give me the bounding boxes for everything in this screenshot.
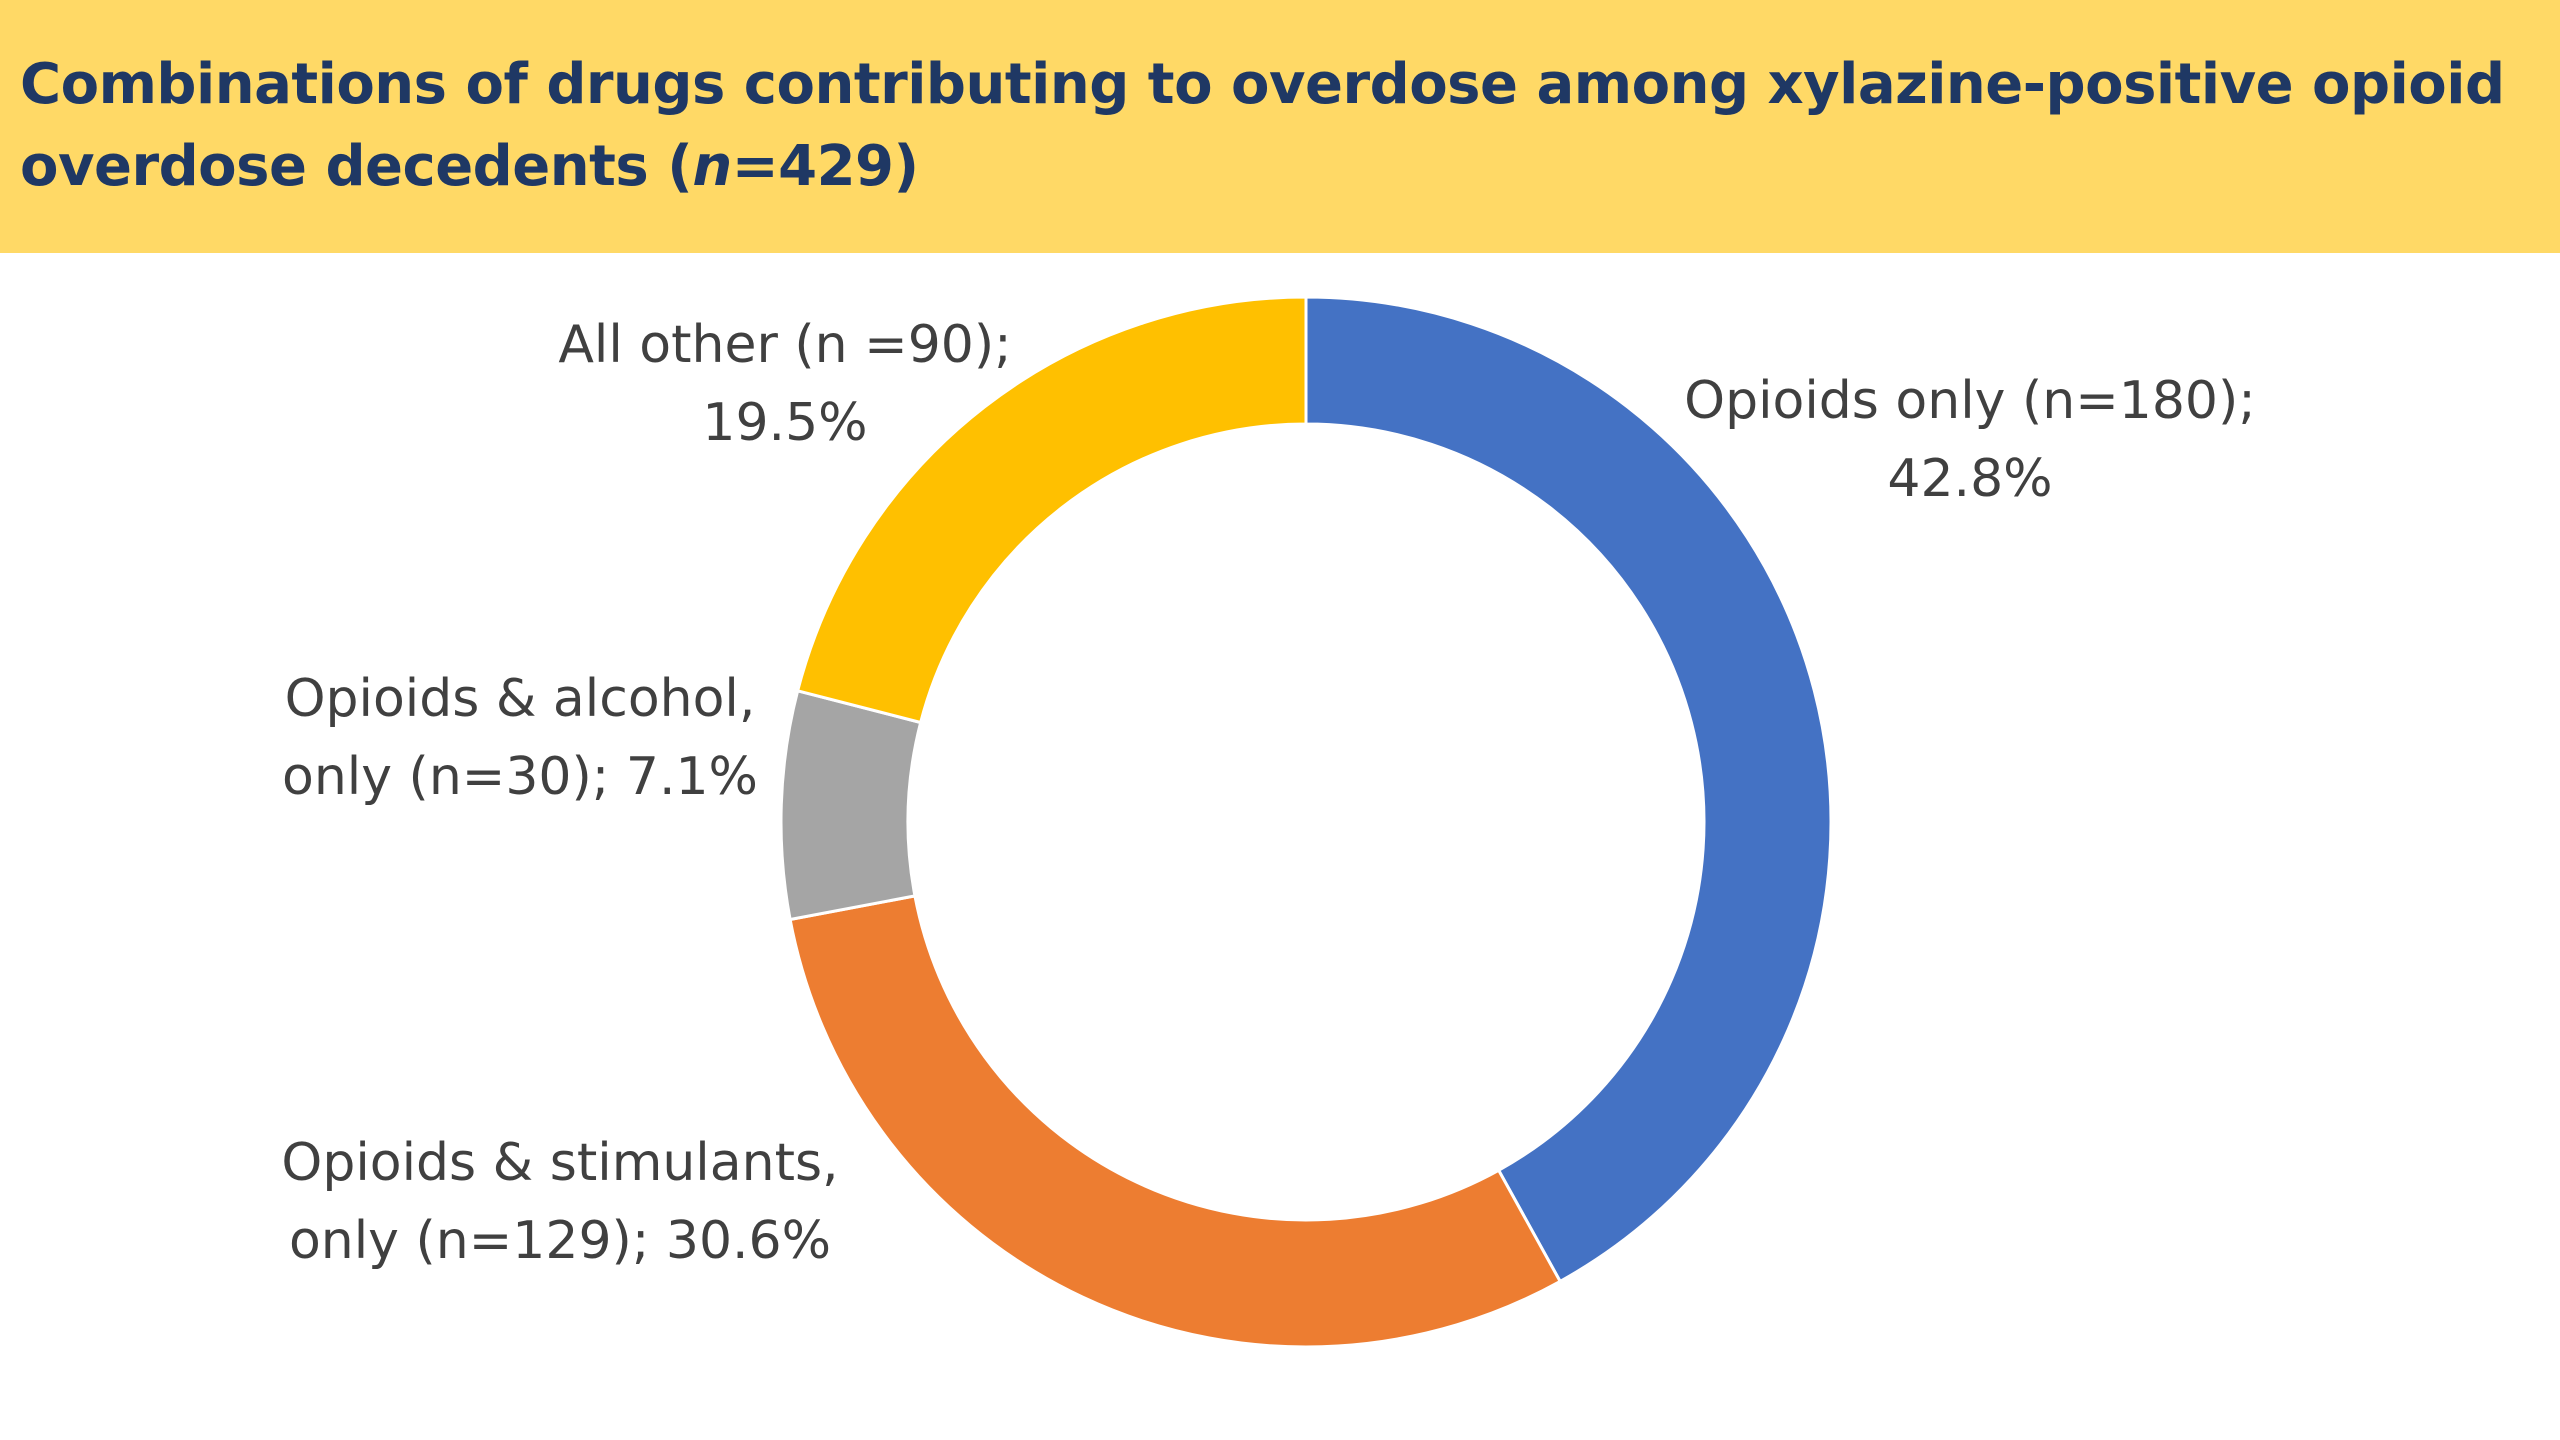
- slice-label-line: All other (n =90);: [558, 315, 1011, 375]
- slice-label-opioids-only: Opioids only (n=180); 42.8%: [1684, 371, 2256, 509]
- slice-label-line: Opioids & alcohol,: [285, 669, 756, 729]
- title-banner: Combinations of drugs contributing to ov…: [0, 0, 2560, 253]
- slice-label-line: only (n=30); 7.1%: [282, 747, 758, 807]
- slice-all-other: [795, 295, 1308, 725]
- slice-label-line: 19.5%: [702, 393, 867, 453]
- slice-label-line: 42.8%: [1887, 449, 2052, 509]
- slice-opioids-only: [1304, 295, 1833, 1284]
- slice-label-opioids-alcohol: Opioids & alcohol, only (n=30); 7.1%: [282, 669, 758, 807]
- slice-label-all-other: All other (n =90); 19.5%: [558, 315, 1011, 453]
- slice-label-line: only (n=129); 30.6%: [289, 1211, 831, 1271]
- slice-opioids-stimulants: [788, 894, 1563, 1349]
- chart-title: Combinations of drugs contributing to ov…: [20, 44, 2520, 208]
- chart-title-n: n: [692, 134, 732, 199]
- donut-slices: [779, 295, 1833, 1349]
- slice-label-line: Opioids only (n=180);: [1684, 371, 2256, 431]
- chart-title-count: =429): [731, 134, 919, 199]
- slice-label-opioids-stimulants: Opioids & stimulants, only (n=129); 30.6%: [281, 1133, 838, 1271]
- slice-opioids-alcohol: [779, 688, 923, 922]
- chart-title-text: Combinations of drugs contributing to ov…: [20, 52, 2505, 199]
- slice-label-line: Opioids & stimulants,: [281, 1133, 838, 1193]
- slice-labels: Opioids only (n=180); 42.8% Opioids & stim…: [281, 315, 2255, 1271]
